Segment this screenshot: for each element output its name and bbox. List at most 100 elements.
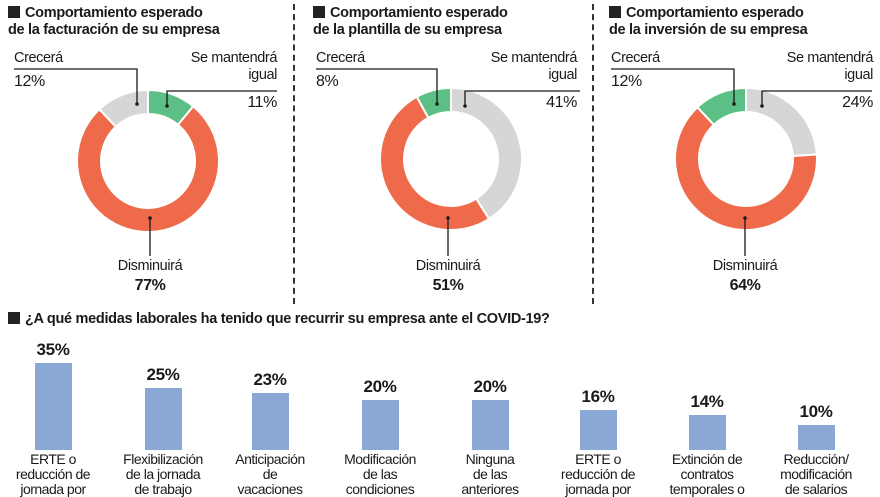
bar-category-line: de trabajo <box>134 481 192 497</box>
bar-chart-title: ¿A qué medidas laborales ha tenido que r… <box>8 311 550 327</box>
donut-panel-inversion: Comportamiento esperado de la inversión … <box>609 0 879 305</box>
leader-line-same <box>464 90 580 106</box>
bar-category-line: de las <box>362 466 398 482</box>
label-same-2: igual <box>548 67 577 83</box>
label-grow-value: 12% <box>14 73 45 90</box>
bar-category-line: temporales o <box>669 481 745 497</box>
leader-dot <box>446 216 450 220</box>
donut-slice-orange <box>674 105 818 231</box>
leader-dot <box>760 104 764 108</box>
leader-line-grow <box>14 68 138 104</box>
leader-line-same <box>166 90 277 106</box>
leader-dot <box>165 104 169 108</box>
bar-value-label: 10% <box>799 402 833 422</box>
label-grow: Crecerá <box>611 50 660 66</box>
bar-category-line: modificación <box>780 466 852 482</box>
bar <box>361 400 399 450</box>
bar-category-line: jornada por <box>565 481 631 497</box>
donut-slice-orange <box>378 95 491 231</box>
bar-category-label: Modificación de las condiciones <box>344 452 416 497</box>
bar-value-label: 14% <box>690 392 724 412</box>
bar-value-label: 20% <box>363 377 397 397</box>
donut-slice-gray <box>450 86 523 221</box>
bar <box>144 387 182 450</box>
panel-title: Comportamiento esperado de la plantilla … <box>313 5 508 38</box>
label-same: Se mantendrá <box>490 50 578 66</box>
donut-charts <box>14 68 872 256</box>
bar-category-line: Ninguna <box>465 451 515 467</box>
leader-dot <box>732 102 736 106</box>
label-decrease-value: 64% <box>729 277 761 294</box>
bar-category-label: Extinción de contratos temporales o <box>670 452 745 497</box>
title-square-icon <box>609 6 621 18</box>
bar-category-line: anteriores <box>461 481 519 497</box>
leader-dot <box>148 216 152 220</box>
panel-title: Comportamiento esperado de la inversión … <box>609 5 808 38</box>
bar <box>471 400 509 450</box>
label-grow-value: 12% <box>611 73 642 90</box>
bar-category-label: Ninguna de las anteriores <box>461 451 519 497</box>
label-same: Se mantendrá <box>190 50 278 66</box>
donut-slice-gray <box>745 86 818 158</box>
bar <box>34 363 72 450</box>
bar-category-label: Anticipación de vacaciones <box>235 452 305 497</box>
bar-category-line: reducción de <box>560 466 636 482</box>
bar-category-line: reducción de <box>15 466 91 482</box>
bar-value-label: 35% <box>36 340 70 359</box>
bar-value-label: 25% <box>146 364 180 384</box>
donut-panel-plantilla: Comportamiento esperado de la plantilla … <box>313 0 593 305</box>
label-same-value: 11% <box>247 94 277 111</box>
bar-category-line: ERTE o <box>30 451 76 467</box>
bar-value-label: 16% <box>581 387 615 407</box>
bar-category-label: ERTE o reducción de jornada por <box>15 451 91 497</box>
leader-line-grow <box>316 68 438 104</box>
title-square-icon <box>8 6 20 18</box>
bar-category-line: Extinción de <box>671 451 743 467</box>
label-same-value: 41% <box>546 94 577 111</box>
bar-category-line: de <box>262 466 278 482</box>
label-same-2: igual <box>844 67 873 83</box>
bar-category-label: Flexibilización de la jornada de trabajo <box>123 452 203 497</box>
title-square-icon <box>8 312 20 324</box>
bar-value-label: 20% <box>473 377 507 397</box>
donut-slice-orange <box>76 104 220 233</box>
bar-category-line: Modificación <box>344 451 416 467</box>
leader-line-same <box>761 90 872 106</box>
label-decrease: Disminuirá <box>712 258 778 274</box>
bar-category-line: de la jornada <box>125 466 201 482</box>
leader-line-grow <box>611 68 735 104</box>
donut-panel-facturacion: Comportamiento esperado de la facturació… <box>8 0 293 305</box>
bar-category-line: jornada por <box>20 481 86 497</box>
panel-divider <box>293 4 295 304</box>
bar <box>579 410 617 450</box>
bar <box>251 392 289 450</box>
label-grow-value: 8% <box>316 73 339 90</box>
donut-slice-green <box>415 86 452 120</box>
leader-dot <box>743 216 747 220</box>
leader-dot <box>463 104 467 108</box>
bar-category-line: Reducción/ <box>783 451 849 467</box>
leader-dot <box>435 102 439 106</box>
label-same: Se mantendrá <box>786 50 874 66</box>
label-decrease-value: 51% <box>432 277 464 294</box>
panel-title: Comportamiento esperado de la facturació… <box>8 5 220 38</box>
bar-category-label: ERTE o reducción de jornada por <box>560 452 636 497</box>
bar-value-label: 23% <box>253 369 287 389</box>
label-same-2: igual <box>248 67 277 83</box>
bar-category-line: condiciones <box>345 481 415 497</box>
bar-category-line: vacaciones <box>237 481 303 497</box>
bar <box>797 425 835 450</box>
label-grow: Crecerá <box>316 50 365 66</box>
bar-category-line: de las <box>472 466 508 482</box>
title-square-icon <box>313 6 325 18</box>
leader-dot <box>135 102 139 106</box>
bar-category-label: Reducción/modificación de salarios <box>780 452 852 497</box>
label-decrease: Disminuirá <box>415 258 481 274</box>
label-grow: Crecerá <box>14 50 63 66</box>
panel-divider <box>592 4 594 304</box>
bar <box>688 415 726 450</box>
bar-category-line: contratos <box>680 466 734 482</box>
label-decrease: Disminuirá <box>117 258 183 274</box>
bar-category-line: Anticipación <box>235 451 305 467</box>
bar-category-line: de salarios <box>784 481 848 497</box>
